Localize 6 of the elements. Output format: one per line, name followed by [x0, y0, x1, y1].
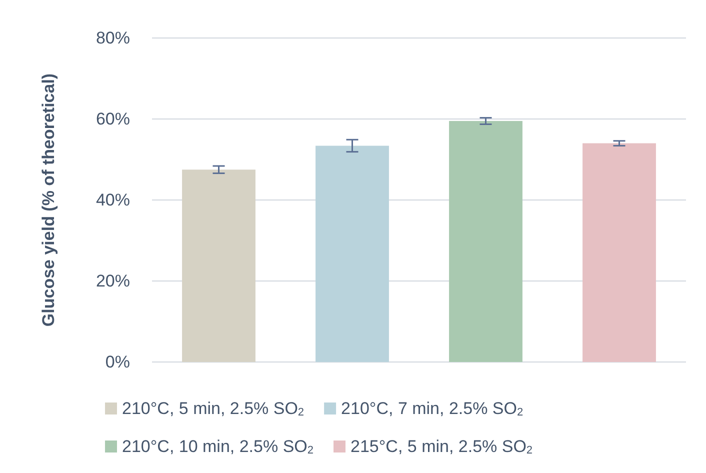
- y-axis-title: Glucose yield (% of theoretical): [39, 73, 58, 327]
- y-tick-label: 20%: [96, 272, 130, 290]
- y-tick-label: 80%: [96, 28, 130, 48]
- y-tick-label: 0%: [105, 352, 130, 372]
- y-tick-label: 60%: [96, 110, 130, 128]
- y-tick-label: 40%: [96, 190, 130, 210]
